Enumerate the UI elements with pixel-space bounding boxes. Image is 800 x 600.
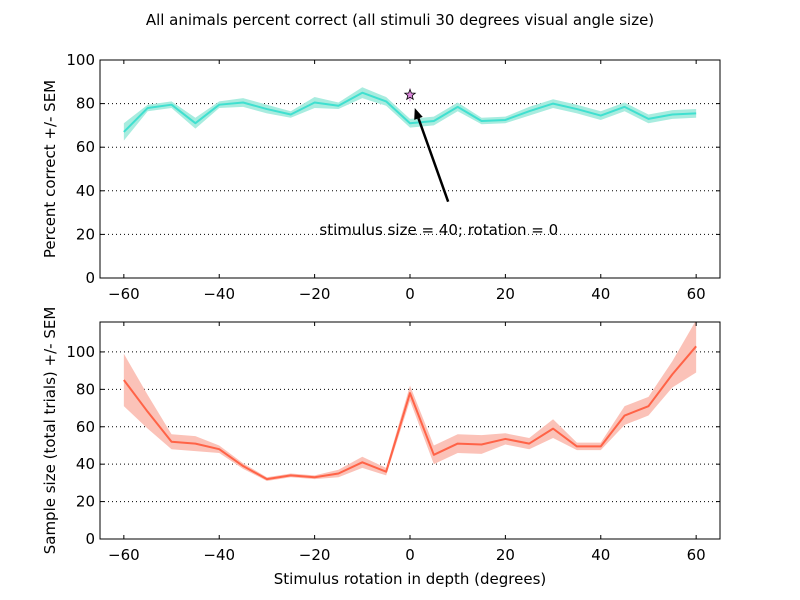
- data-point: [147, 411, 149, 413]
- axes-frame: [99, 321, 721, 540]
- series-line: [123, 345, 697, 481]
- data-point: [481, 444, 483, 446]
- y-tick-label: 0: [85, 269, 95, 287]
- data-point: [552, 428, 554, 430]
- data-point: [695, 345, 697, 347]
- y-axis-label: Percent correct +/- SEM: [41, 80, 59, 258]
- data-point: [171, 104, 173, 106]
- data-point: [624, 415, 626, 417]
- data-point: [171, 441, 173, 443]
- data-point: [123, 131, 125, 133]
- x-tick-label: −20: [299, 546, 331, 564]
- data-point: [123, 379, 125, 381]
- x-tick-label: 60: [687, 546, 706, 564]
- y-tick-label: 20: [76, 493, 95, 511]
- data-point: [314, 102, 316, 104]
- annotation-text: stimulus size = 40; rotation = 0: [319, 221, 558, 239]
- data-point: [528, 443, 530, 445]
- annotation-arrow: [417, 117, 450, 203]
- y-tick-label: 0: [85, 530, 95, 548]
- sem-band: [123, 322, 697, 482]
- data-point: [385, 471, 387, 473]
- data-point: [600, 445, 602, 447]
- series-line: [123, 91, 697, 133]
- data-point: [457, 106, 459, 108]
- data-point: [218, 448, 220, 450]
- plot-area: [123, 322, 697, 482]
- data-point: [337, 105, 339, 107]
- data-point: [481, 120, 483, 122]
- data-point: [576, 445, 578, 447]
- x-axis-label: Stimulus rotation in depth (degrees): [274, 570, 547, 588]
- data-point: [361, 461, 363, 463]
- data-point: [504, 119, 506, 121]
- data-point: [242, 102, 244, 104]
- data-point: [671, 114, 673, 116]
- x-tick-label: −40: [203, 546, 235, 564]
- data-point: [600, 115, 602, 117]
- x-tick-label: 40: [591, 285, 610, 303]
- data-point: [671, 373, 673, 375]
- data-point: [290, 474, 292, 476]
- sample-size-chart: −60 −40 −20 0 20 40 60 0 20 40 60 80 100 Sample size …: [41, 307, 721, 588]
- data-point: [147, 107, 149, 109]
- data-point: [337, 473, 339, 475]
- data-point: [647, 118, 649, 120]
- accuracy-chart: stimulus size = 40; rotation = 0 −60 −40 −2…: [41, 51, 721, 303]
- data-point: [552, 103, 554, 105]
- y-tick-label: 60: [76, 138, 95, 156]
- data-point: [647, 405, 649, 407]
- data-point: [266, 108, 268, 110]
- data-point: [218, 104, 220, 106]
- figure-title: All animals percent correct (all stimuli…: [146, 11, 654, 29]
- x-tick-label: −60: [108, 546, 140, 564]
- y-tick-label: 40: [76, 182, 95, 200]
- data-point: [433, 120, 435, 122]
- data-point: [361, 92, 363, 94]
- data-point: [528, 110, 530, 112]
- data-point: [409, 392, 411, 394]
- data-point: [385, 100, 387, 102]
- data-point: [266, 478, 268, 480]
- x-tick-label: 20: [496, 546, 515, 564]
- data-point: [433, 454, 435, 456]
- data-point: [624, 106, 626, 108]
- y-tick-label: 80: [76, 95, 95, 113]
- annotation-arrowhead: [414, 107, 423, 120]
- x-tick-label: −40: [203, 285, 235, 303]
- y-tick-label: 100: [66, 51, 95, 69]
- sem-band: [123, 87, 697, 141]
- data-point: [695, 112, 697, 114]
- data-point: [314, 476, 316, 478]
- data-point: [504, 438, 506, 440]
- data-point: [242, 465, 244, 467]
- x-tick-label: 0: [405, 546, 415, 564]
- x-tick-label: −60: [108, 285, 140, 303]
- data-point: [194, 443, 196, 445]
- x-tick-label: 0: [405, 285, 415, 303]
- y-tick-label: 80: [76, 380, 95, 398]
- data-point: [409, 122, 411, 124]
- x-tick-label: 20: [496, 285, 515, 303]
- data-point: [194, 122, 196, 124]
- star-marker: [403, 88, 417, 101]
- data-point: [457, 443, 459, 445]
- x-tick-label: 60: [687, 285, 706, 303]
- data-point: [576, 108, 578, 110]
- y-tick-label: 60: [76, 418, 95, 436]
- y-tick-label: 40: [76, 455, 95, 473]
- y-axis-label: Sample size (total trials) +/- SEM: [41, 307, 59, 555]
- x-tick-label: −20: [299, 285, 331, 303]
- plot-area: [123, 87, 697, 141]
- data-point: [290, 114, 292, 116]
- y-tick-label: 20: [76, 225, 95, 243]
- y-tick-label: 100: [66, 343, 95, 361]
- x-tick-label: 40: [591, 546, 610, 564]
